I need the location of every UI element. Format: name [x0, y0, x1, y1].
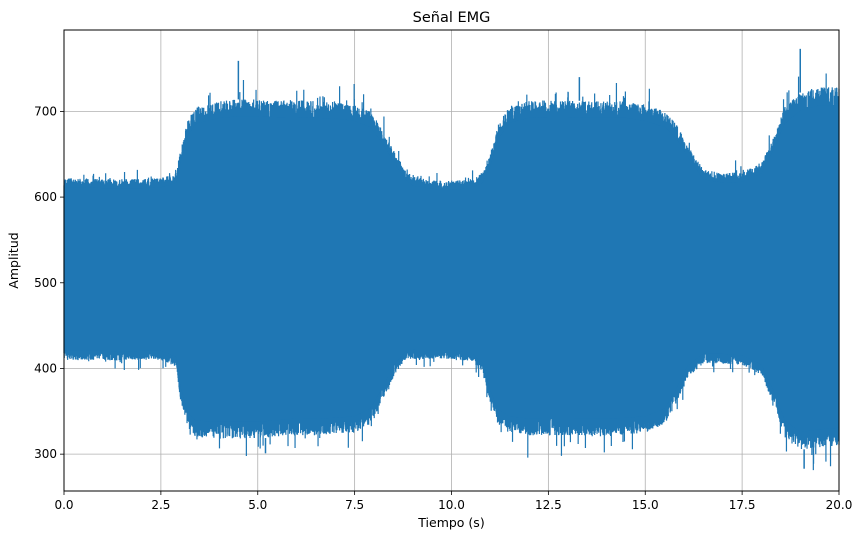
x-tick-label: 10.0: [438, 498, 465, 512]
x-tick-label: 20.0: [826, 498, 853, 512]
x-tick-label: 17.5: [729, 498, 756, 512]
x-axis-ticks: 0.0 2.5 5.0 7.5 10.0 12.5 15.0 17.5 20.0: [54, 491, 852, 512]
x-tick-label: 7.5: [345, 498, 364, 512]
y-tick-label: 300: [34, 447, 57, 461]
x-tick-label: 5.0: [248, 498, 267, 512]
x-tick-label: 15.0: [632, 498, 659, 512]
x-tick-label: 12.5: [535, 498, 562, 512]
y-tick-label: 600: [34, 190, 57, 204]
y-axis-ticks: 300 400 500 600 700: [34, 104, 64, 461]
y-axis-label: Amplitud: [6, 232, 21, 288]
emg-signal: [63, 48, 840, 471]
signal-core: [64, 105, 839, 432]
x-tick-label: 2.5: [151, 498, 170, 512]
y-tick-label: 400: [34, 361, 57, 375]
y-tick-label: 700: [34, 104, 57, 118]
x-axis-label: Tiempo (s): [417, 515, 484, 530]
y-tick-label: 500: [34, 276, 57, 290]
x-tick-label: 0.0: [54, 498, 73, 512]
chart-title: Señal EMG: [413, 10, 491, 26]
